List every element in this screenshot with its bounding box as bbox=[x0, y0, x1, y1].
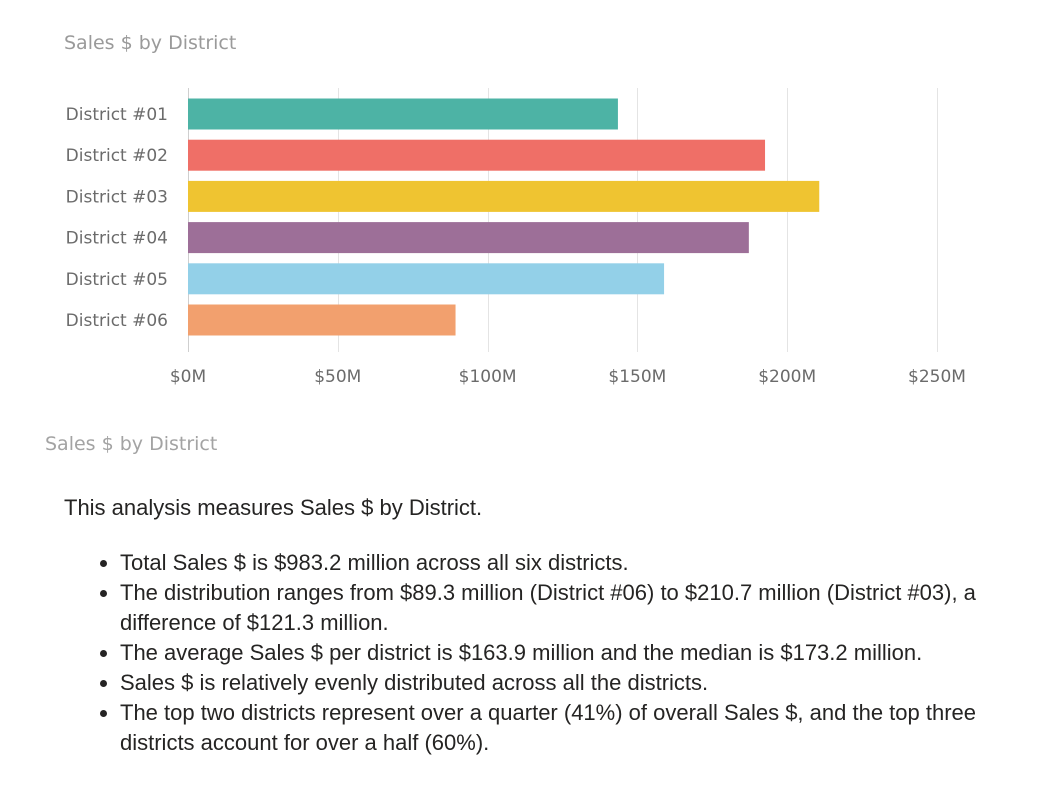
bar-district-4[interactable] bbox=[188, 222, 749, 254]
narrative-bullet: Sales $ is relatively evenly distributed… bbox=[120, 668, 1024, 698]
narrative-title: Sales $ by District bbox=[45, 433, 218, 455]
x-tick-label: $100M bbox=[459, 367, 517, 387]
x-tick-label: $0M bbox=[170, 367, 206, 387]
category-labels: District #01 District #02 District #03 Dist… bbox=[66, 105, 168, 331]
narrative-bullet: The top two districts represent over a q… bbox=[120, 698, 1024, 758]
x-tick-label: $50M bbox=[314, 367, 361, 387]
narrative-bullet: The average Sales $ per district is $163… bbox=[120, 638, 1024, 668]
category-label: District #01 bbox=[66, 105, 168, 125]
narrative-intro: This analysis measures Sales $ by Distri… bbox=[64, 495, 483, 520]
x-tick-label: $200M bbox=[758, 367, 816, 387]
x-axis-tick-labels: $0M $50M $100M $150M $200M $250M bbox=[170, 367, 966, 387]
x-tick-label: $250M bbox=[908, 367, 966, 387]
category-label: District #06 bbox=[66, 311, 168, 331]
chart-title: Sales $ by District bbox=[64, 32, 237, 54]
narrative-bullet: The distribution ranges from $89.3 milli… bbox=[120, 578, 1024, 638]
bar-district-5[interactable] bbox=[188, 263, 665, 295]
category-label: District #03 bbox=[66, 187, 168, 207]
x-tick-label: $150M bbox=[608, 367, 666, 387]
category-label: District #05 bbox=[66, 270, 168, 290]
bar-district-1[interactable] bbox=[188, 98, 618, 130]
bar-district-6[interactable] bbox=[188, 304, 456, 336]
category-label: District #02 bbox=[66, 146, 168, 166]
bar-district-3[interactable] bbox=[188, 180, 820, 212]
bar-chart: District #01 District #02 District #03 Dist… bbox=[66, 88, 966, 387]
narrative-bullets: Total Sales $ is $983.2 million across a… bbox=[64, 548, 1024, 758]
narrative-bullet: Total Sales $ is $983.2 million across a… bbox=[120, 548, 1024, 578]
bars bbox=[188, 98, 820, 336]
category-label: District #04 bbox=[66, 229, 168, 249]
bar-district-2[interactable] bbox=[188, 139, 766, 171]
